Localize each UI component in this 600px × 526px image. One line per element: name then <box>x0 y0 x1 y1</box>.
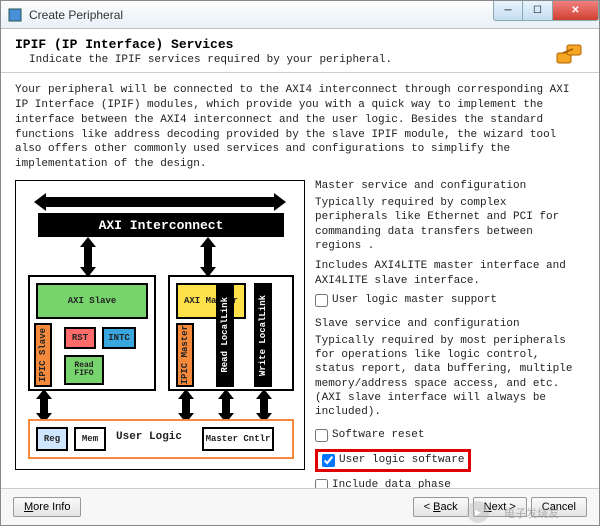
description-text: Your peripheral will be connected to the… <box>15 83 585 172</box>
read-locallink-block: Read LocalLink <box>216 283 234 387</box>
software-reset-label: Software reset <box>332 429 424 441</box>
master-support-checkbox-row[interactable]: User logic master support <box>315 294 585 307</box>
master-cntlr-block: Master Cntlr <box>202 427 274 451</box>
maximize-button[interactable]: ☐ <box>523 1 553 21</box>
master-support-label: User logic master support <box>332 294 497 306</box>
intc-block: INTC <box>102 327 136 349</box>
mem-block: Mem <box>74 427 106 451</box>
slave-body: Typically required by most peripherals f… <box>315 334 585 420</box>
window-title: Create Peripheral <box>29 8 123 22</box>
wizard-icon <box>553 39 585 71</box>
userlogic-label: User Logic <box>116 431 182 443</box>
master-support-checkbox[interactable] <box>315 294 328 307</box>
master-body: Typically required by complex peripheral… <box>315 196 585 253</box>
config-panel: Master service and configuration Typical… <box>315 180 585 488</box>
back-button[interactable]: < Back <box>413 497 469 517</box>
include-data-phase-label: Include data phase <box>332 479 451 488</box>
user-logic-software-highlight: User logic software <box>315 449 471 472</box>
user-logic-software-row[interactable]: User logic software <box>322 454 464 467</box>
include-data-phase-row[interactable]: Include data phase <box>315 479 585 488</box>
arrow-v1-icon <box>84 247 92 267</box>
include-data-phase-checkbox[interactable] <box>315 479 328 488</box>
more-info-button[interactable]: More Info <box>13 497 81 517</box>
app-icon <box>7 7 23 23</box>
wizard-header: IPIF (IP Interface) Services Indicate th… <box>1 29 599 73</box>
cancel-button[interactable]: Cancel <box>531 497 587 517</box>
software-reset-checkbox[interactable] <box>315 429 328 442</box>
arrow-v3-icon <box>40 399 48 413</box>
software-reset-row[interactable]: Software reset <box>315 429 424 442</box>
reg-block: Reg <box>36 427 68 451</box>
next-button[interactable]: Next > <box>473 497 527 517</box>
ipic-slave-block: IPIC Slave <box>34 323 52 387</box>
arrow-v6-icon <box>260 399 268 413</box>
user-logic-software-checkbox[interactable] <box>322 454 335 467</box>
slave-heading: Slave service and configuration <box>315 318 585 330</box>
user-logic-software-label: User logic software <box>339 454 464 466</box>
ipic-master-block: IPIC Master <box>176 323 194 387</box>
master-body2: Includes AXI4LITE master interface and A… <box>315 259 585 288</box>
write-locallink-block: Write LocalLink <box>254 283 272 387</box>
arrow-v2-icon <box>204 247 212 267</box>
page-title: IPIF (IP Interface) Services <box>15 37 585 52</box>
arrow-v5-icon <box>222 399 230 413</box>
page-subtitle: Indicate the IPIF services required by y… <box>15 52 585 66</box>
wizard-footer: More Info < Back Next > Cancel <box>1 488 599 525</box>
dialog-window: Create Peripheral ─ ☐ ✕ IPIF (IP Interfa… <box>0 0 600 526</box>
titlebar[interactable]: Create Peripheral ─ ☐ ✕ <box>1 1 599 29</box>
minimize-button[interactable]: ─ <box>493 1 523 21</box>
close-button[interactable]: ✕ <box>553 1 599 21</box>
content-area: Your peripheral will be connected to the… <box>1 73 599 488</box>
axi-master-block: AXI Master <box>176 283 246 319</box>
architecture-diagram: AXI Interconnect AXI Slave RST INTC Read… <box>15 180 305 470</box>
axi-interconnect-label: AXI Interconnect <box>38 213 284 237</box>
arrow-v4-icon <box>182 399 190 413</box>
readfifo-block: Read FIFO <box>64 355 104 385</box>
master-heading: Master service and configuration <box>315 180 585 192</box>
arrow-top-icon <box>46 197 274 207</box>
window-controls: ─ ☐ ✕ <box>493 1 599 21</box>
rst-block: RST <box>64 327 96 349</box>
axi-slave-block: AXI Slave <box>36 283 148 319</box>
